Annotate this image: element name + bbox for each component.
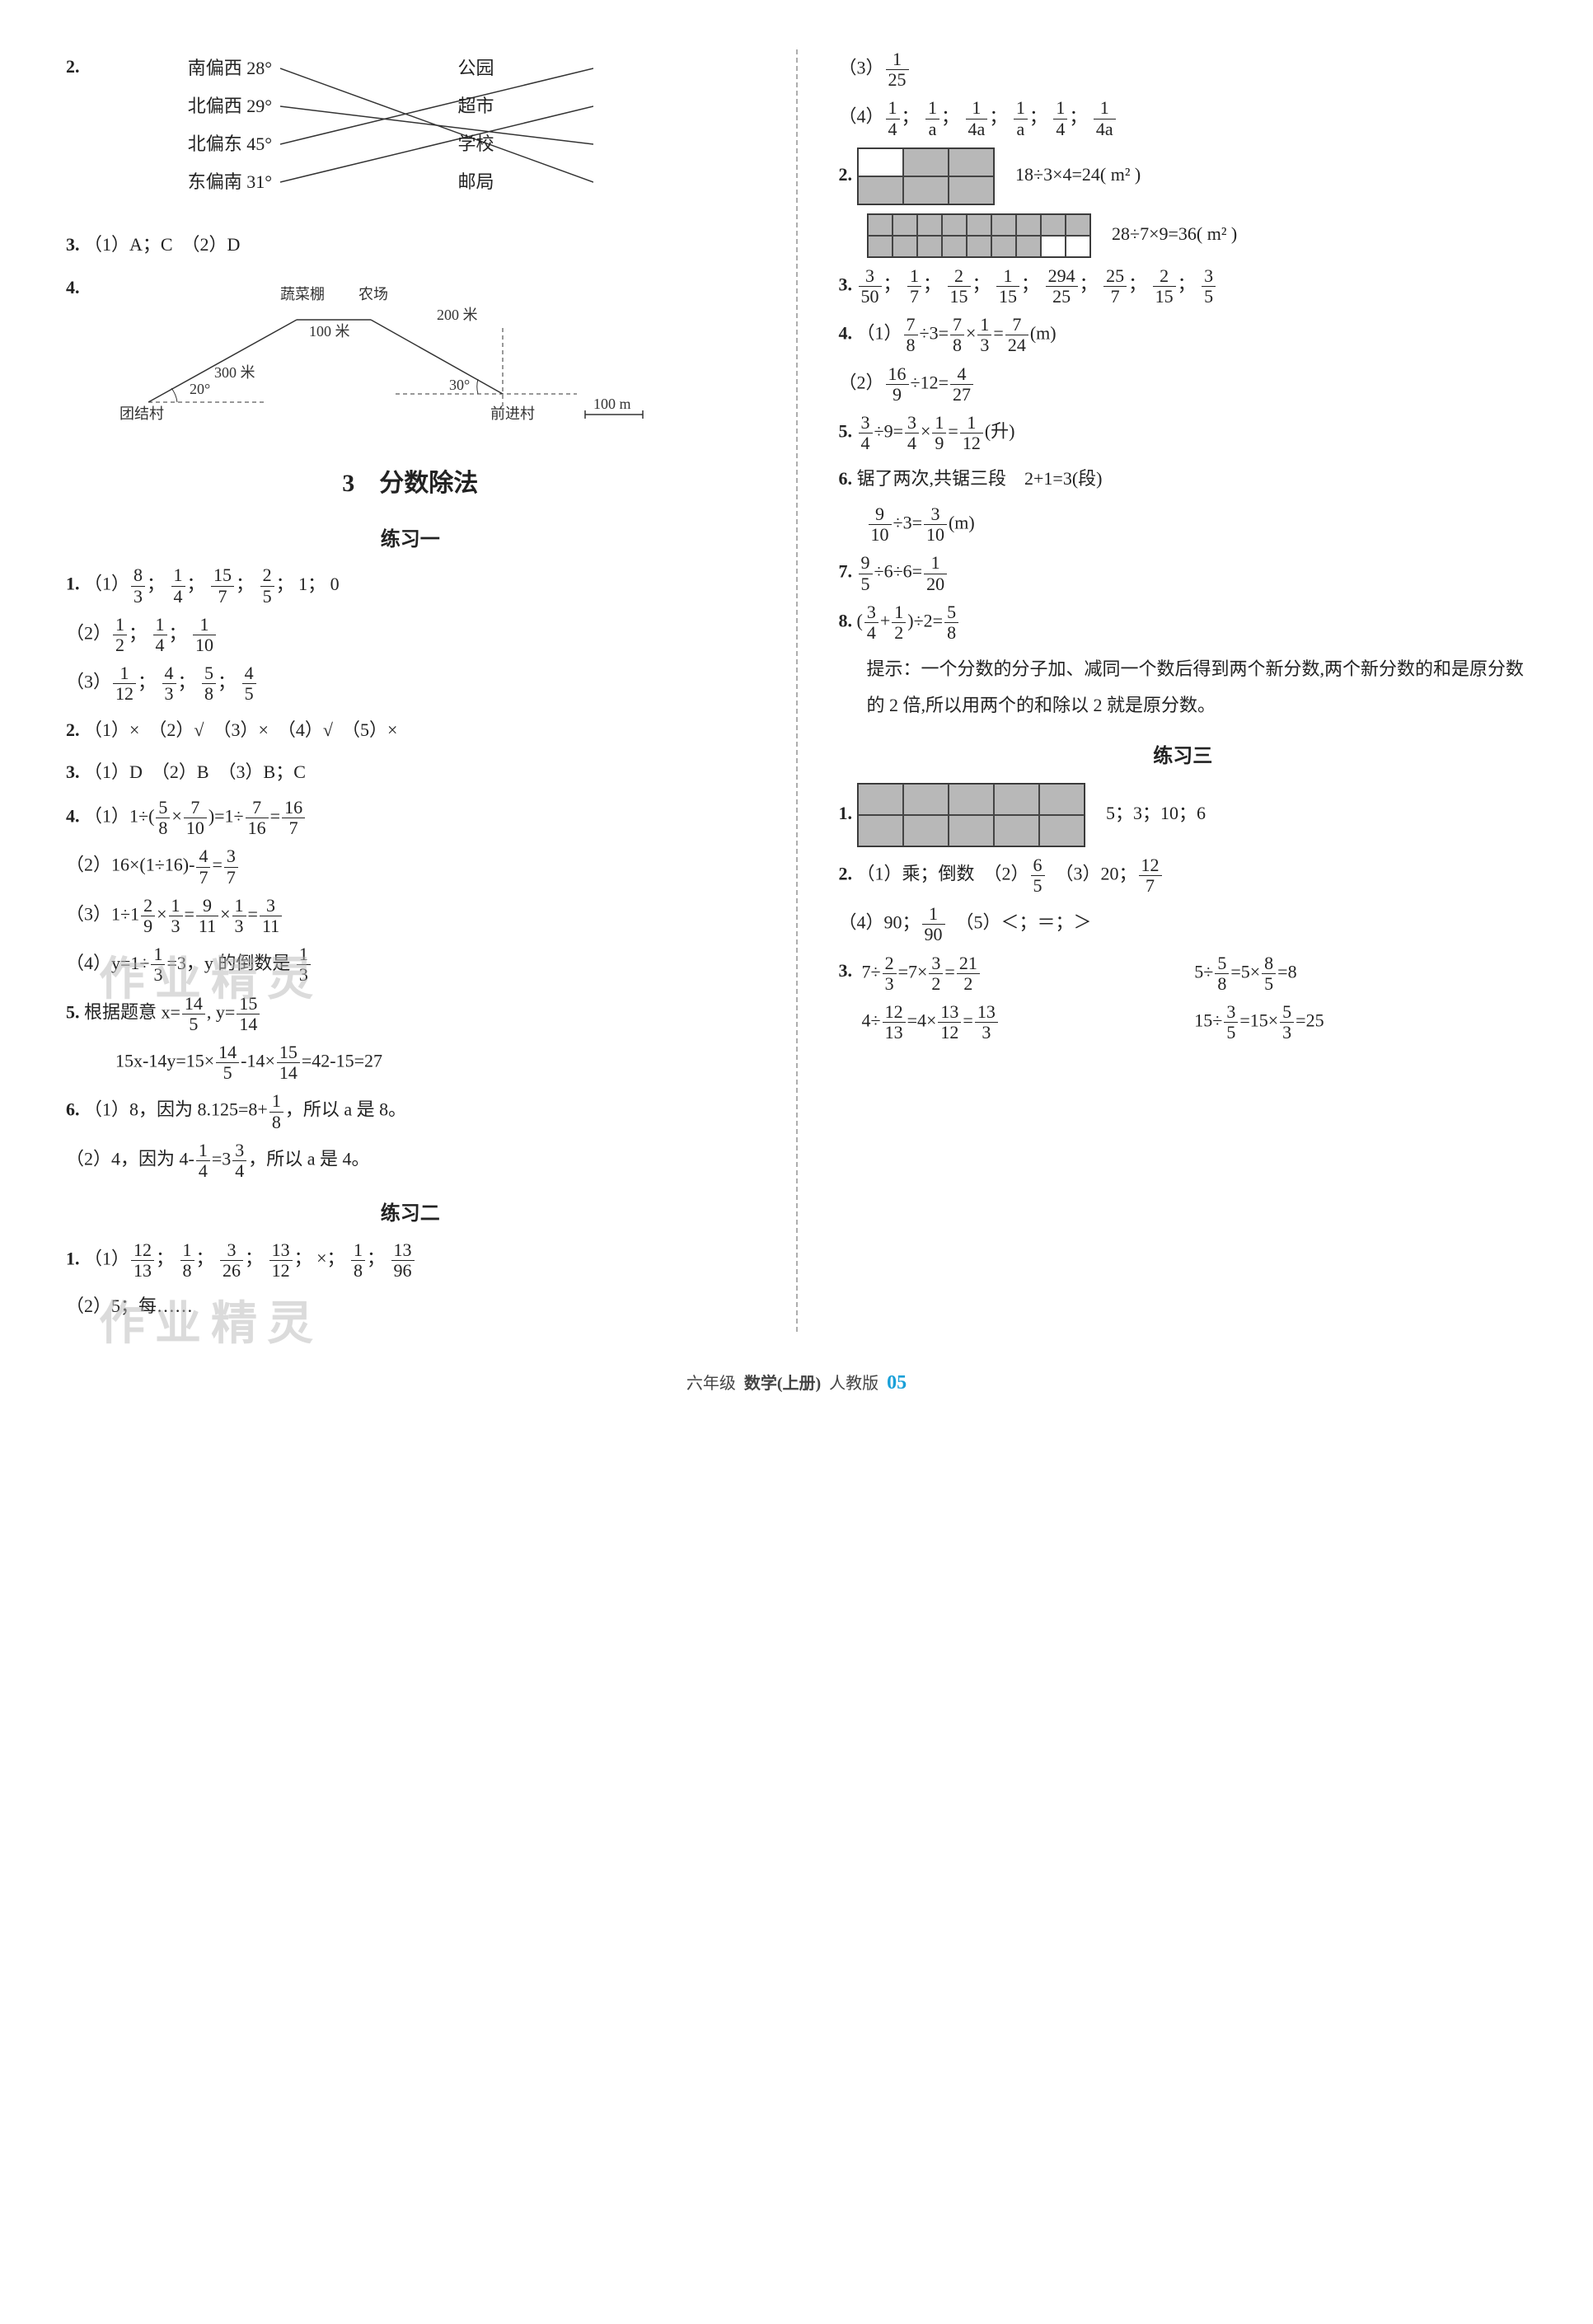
ex2-title: 练习二	[66, 1196, 755, 1234]
ex1-title: 练习一	[66, 522, 755, 560]
section3-title: 3 分数除法	[66, 460, 755, 507]
ex1-l5b: 15x-14y=15×145-14×1514=42-15=27	[66, 1043, 755, 1083]
svg-text:300 米: 300 米	[214, 364, 255, 381]
svg-text:蔬菜棚: 蔬菜棚	[280, 286, 325, 302]
ex1-l4-3: （3）1÷129×13=911×13=311	[66, 896, 755, 936]
svg-text:20°: 20°	[190, 381, 210, 397]
ex1-l5: 5. 根据题意 x=145, y=1514	[66, 994, 755, 1034]
ex1-l3: （1）D （2）B （3）B；C	[84, 761, 306, 782]
ex3-l2-4: （4）90；190 （5）＜；＝；＞	[839, 904, 1528, 944]
ex1-l4-4: （4）y=1÷13=3，y 的倒数是 13	[66, 953, 312, 973]
svg-text:100 m: 100 m	[593, 396, 631, 412]
q3-num: 3.	[66, 234, 84, 255]
ex2-l1-4: （4）14； 1a； 14a； 1a； 14； 14a	[839, 98, 1528, 138]
ex2-g1: 2. 18÷3×4=24( m² )	[839, 148, 1528, 205]
ex1-l6-1: 6. （1）8，因为 8.125=8+18，所以 a 是 8。	[66, 1091, 755, 1132]
ex2-l7: 7. 95÷6÷6=120	[839, 553, 1528, 593]
q2-num: 2.	[66, 49, 91, 219]
ex1-l1-2: （2）12； 14； 110	[66, 615, 755, 655]
ex3-title: 练习三	[839, 738, 1528, 776]
ex1-l4-2: （2）16×(1÷16)-47=37	[66, 846, 755, 887]
ex3-l3-1: 3. 7÷23=7×32=212 5÷58=5×85=8	[839, 953, 1528, 994]
ex2-l5: 5. 34÷9=34×19=112(升)	[839, 413, 1528, 453]
svg-text:30°: 30°	[449, 377, 470, 393]
ex2-l6b: 910÷3=310(m)	[839, 504, 1528, 545]
ex2-l6: 6. 锯了两次,共锯三段 2+1=3(段)	[839, 462, 1528, 496]
ex2-g2: 28÷7×9=36( m² )	[839, 213, 1528, 258]
ex2-l1-1: 1. （1）1213； 18； 326； 1312； ×； 18； 1396	[66, 1240, 755, 1281]
ex3-l2: 2. （1）乘；倒数 （2）65 （3）20；127	[839, 855, 1528, 896]
ex1-l4-1: 4. （1）1÷(58×710)=1÷716=167	[66, 798, 755, 838]
svg-text:100 米: 100 米	[309, 323, 350, 340]
ex2-l1-2: 作业精灵 （2）5；每……	[66, 1289, 755, 1324]
q2-match: 南偏西 28°北偏西 29°北偏东 45°东偏南 31° 公园超市学校邮局	[91, 49, 755, 214]
ex2-l4-2: （2）169÷12=427	[839, 364, 1528, 405]
svg-text:团结村: 团结村	[119, 405, 164, 422]
ex3-l3-2: 4÷1213=4×1312=133 15÷35=15×53=25	[839, 1002, 1528, 1043]
ex2-l3: 3. 350； 17； 215； 115； 29425； 257； 215； 3…	[839, 266, 1528, 307]
ex1-l1-1: 1. （1）83； 14； 157； 25； 1； 0	[66, 565, 755, 606]
page-footer: 六年级 数学(上册) 人教版 05	[66, 1365, 1527, 1403]
q4-num: 4.	[66, 270, 91, 435]
ex2-l1-3: （3）125	[839, 49, 1528, 90]
q3-text: （1）A；C （2）D	[84, 234, 240, 255]
ex2-l4-1: 4. （1）78÷3=78×13=724(m)	[839, 315, 1528, 355]
svg-text:前进村: 前进村	[490, 405, 535, 422]
ex1-l2: （1）× （2）√ （3）× （4）√ （5）×	[84, 719, 397, 740]
svg-text:200 米: 200 米	[437, 307, 478, 323]
svg-text:农场: 农场	[358, 286, 388, 302]
ex2-l8-hint: 提示：一个分数的分子加、减同一个数后得到两个新分数,两个新分数的和是原分数的 2…	[839, 651, 1528, 724]
column-divider	[796, 49, 798, 1332]
q4-diagram: 蔬菜棚 农场 团结村 前进村 300 米 100 米 200 米 20° 30°…	[115, 270, 692, 435]
ex3-g: 1. 5；3；10；6	[839, 783, 1528, 847]
ex1-l1-3: （3）112； 43； 58； 45	[66, 663, 755, 704]
ex1-l6-2: （2）4，因为 4-14=334，所以 a 是 4。	[66, 1141, 755, 1181]
ex2-l8: 8. (34+12)÷2=58	[839, 602, 1528, 643]
